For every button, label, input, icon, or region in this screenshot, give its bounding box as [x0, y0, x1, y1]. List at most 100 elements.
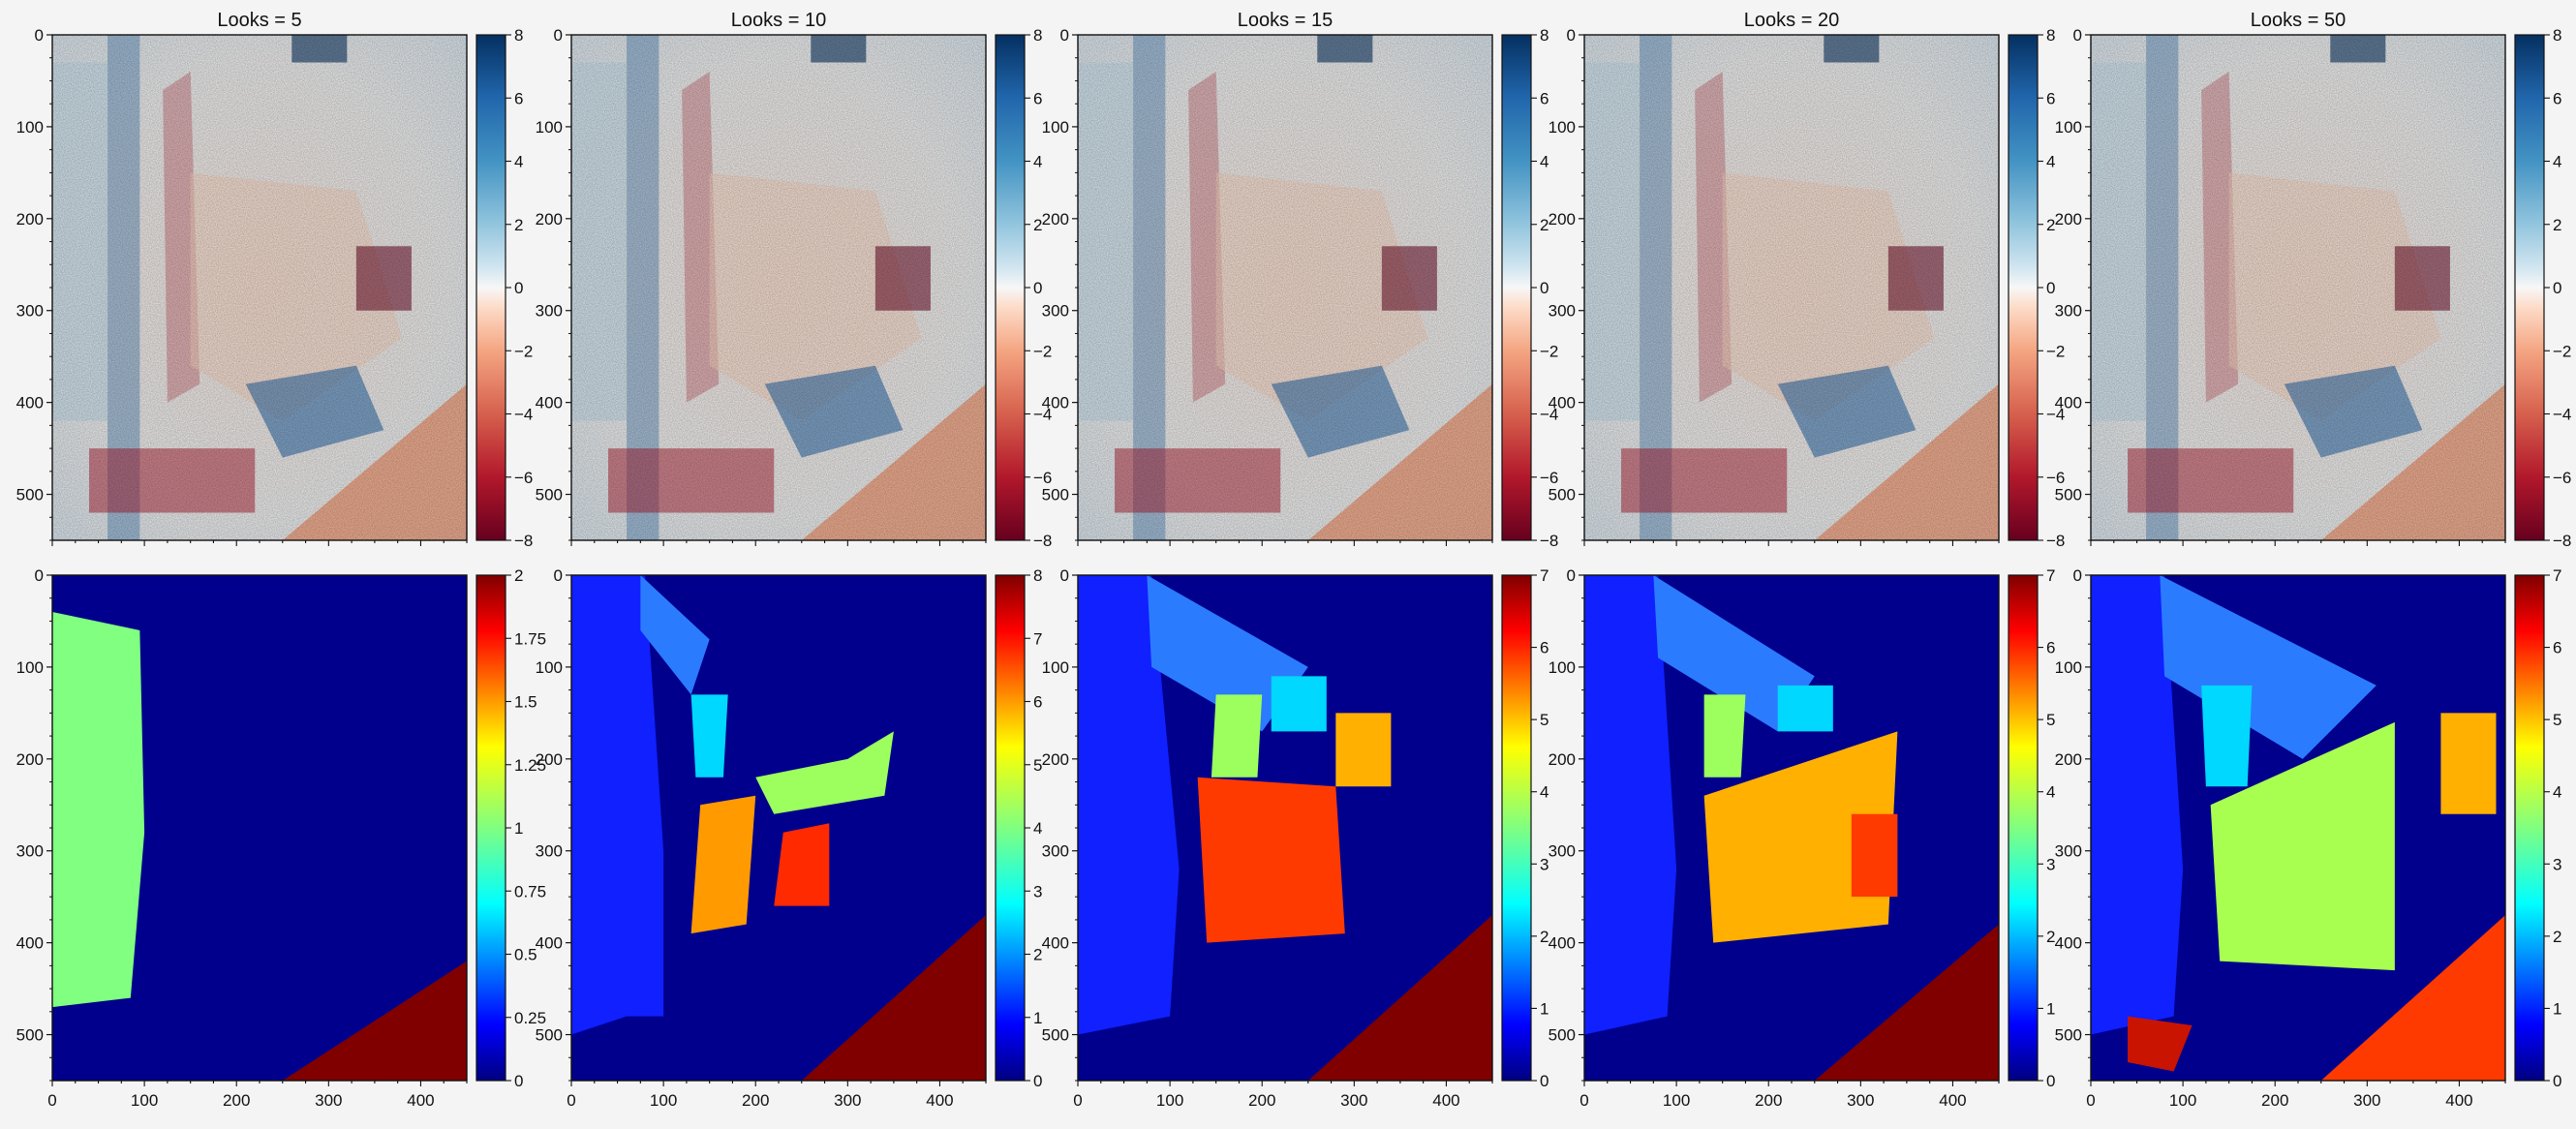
colorbar-tick-label: 2 — [1540, 216, 1549, 234]
image-region — [755, 731, 894, 814]
colorbar-tick-label: −4 — [1540, 406, 1558, 424]
image-region — [801, 915, 986, 1081]
colorbar: 8 6 4 2 0 −2 −4 −6 −8 — [2008, 26, 2065, 550]
x-tick-label: 0 — [1073, 1091, 1082, 1110]
y-tick-label: 300 — [2055, 842, 2082, 861]
colorbar-tick-label: 5 — [2046, 711, 2055, 729]
y-tick-label: 200 — [1042, 750, 1069, 769]
colorbar-tick-label: 6 — [2553, 89, 2561, 107]
colorbar-tick-label: 0 — [1033, 1072, 1042, 1090]
image-region — [1653, 575, 1815, 732]
colorbar-tick-label: −8 — [514, 532, 533, 550]
image-region — [1078, 575, 1180, 1035]
panel-title: Looks = 5 — [217, 10, 301, 31]
colorbar-gradient — [2514, 574, 2545, 1082]
colorbar-gradient — [475, 34, 506, 541]
colorbar-tick-label: 2 — [2553, 216, 2561, 234]
image-region — [571, 575, 664, 1035]
x-tick-label: 400 — [1939, 1091, 1966, 1110]
image-region — [2201, 685, 2253, 787]
colorbar-tick-label: 0 — [514, 279, 523, 297]
colorbar-tick-label: −6 — [514, 469, 533, 487]
colorbar: 7 6 5 4 3 2 1 0 — [2514, 566, 2561, 1090]
colorbar: 2 1.75 1.5 1.25 1 0.75 0.5 0.25 0 — [475, 566, 546, 1090]
colorbar-tick-label: 7 — [1540, 566, 1549, 585]
colorbar: 8 6 4 2 0 −2 −4 −6 −8 — [475, 26, 533, 550]
colorbar-tick-label: −6 — [2046, 469, 2065, 487]
colorbar-tick-label: 0 — [514, 1072, 523, 1090]
y-tick-label: 0 — [35, 26, 44, 45]
x-tick-label: 100 — [131, 1091, 158, 1110]
image-region — [1777, 685, 1833, 732]
colorbar-tick-label: 4 — [1540, 153, 1549, 171]
y-tick-label: 0 — [2073, 26, 2082, 45]
image-region — [1335, 713, 1392, 787]
colorbar-tick-label: −4 — [2046, 406, 2065, 424]
panel-9: 0 100 200 300 400 500 0 100 200 300 400 7 6 5 4 3 2 1 0 — [1549, 566, 2056, 1110]
image-region — [2210, 721, 2395, 971]
x-tick-label: 0 — [1579, 1091, 1588, 1110]
panel-6: 0 100 200 300 400 500 0 100 200 300 400 2 1.75 1.5 1.2… — [16, 566, 546, 1110]
y-tick-label: 200 — [1042, 210, 1069, 229]
x-tick-label: 300 — [315, 1091, 342, 1110]
colorbar-tick-label: 0 — [1033, 279, 1042, 297]
y-tick-label: 100 — [16, 118, 44, 137]
x-tick-label: 300 — [1847, 1091, 1874, 1110]
panel-title: Looks = 50 — [2251, 10, 2346, 31]
y-tick-label: 300 — [16, 842, 44, 861]
x-tick-label: 300 — [834, 1091, 861, 1110]
image-region — [690, 694, 728, 778]
colorbar-tick-label: 0 — [1540, 1072, 1549, 1090]
image-region — [690, 795, 756, 934]
colorbar-tick-label: 6 — [1540, 639, 1549, 657]
colorbar-tick-label: −6 — [2553, 469, 2571, 487]
image-region — [774, 823, 830, 906]
colorbar-tick-label: 1.75 — [514, 629, 546, 648]
colorbar-tick-label: 2 — [514, 566, 523, 585]
image-texture — [52, 35, 467, 540]
image-region — [1307, 915, 1492, 1081]
image-region — [52, 611, 145, 1008]
colorbar-tick-label: 8 — [1033, 566, 1042, 585]
image-region — [640, 575, 710, 695]
panel-1: Looks = 5 0 100 200 300 400 500 8 6 4 2 0 −2 −4 −6 −8 — [16, 10, 534, 550]
y-tick-label: 400 — [16, 394, 44, 412]
colorbar-tick-label: 6 — [2046, 639, 2055, 657]
image-region — [2440, 713, 2497, 814]
colorbar-tick-label: 4 — [1540, 783, 1549, 802]
colorbar-gradient — [1501, 34, 1532, 541]
colorbar-tick-label: 3 — [2553, 855, 2561, 873]
colorbar-tick-label: 5 — [2553, 711, 2561, 729]
colorbar-gradient — [995, 34, 1026, 541]
colorbar-tick-label: 0 — [2046, 1072, 2055, 1090]
panel-7: 0 100 200 300 400 500 0 100 200 300 400 8 7 6 5 4 3 2 1 0 — [536, 566, 1043, 1110]
y-tick-label: 500 — [16, 486, 44, 504]
x-tick-label: 100 — [1663, 1091, 1690, 1110]
y-tick-label: 200 — [536, 750, 563, 769]
y-tick-label: 100 — [1042, 118, 1069, 137]
colorbar-tick-label: 1 — [1033, 1009, 1042, 1027]
colorbar-tick-label: −8 — [1540, 532, 1558, 550]
colorbar-tick-label: 0 — [1540, 279, 1549, 297]
y-tick-label: 0 — [1060, 26, 1069, 45]
y-tick-label: 400 — [2055, 934, 2082, 953]
colorbar-tick-label: 4 — [1033, 153, 1042, 171]
colorbar-tick-label: 8 — [2046, 26, 2055, 45]
y-tick-label: 0 — [2073, 566, 2082, 585]
colorbar-tick-label: 8 — [1033, 26, 1042, 45]
colorbar: 7 6 5 4 3 2 1 0 — [1501, 566, 1549, 1090]
colorbar: 8 6 4 2 0 −2 −4 −6 −8 — [1501, 26, 1558, 550]
image-texture — [1584, 35, 1999, 540]
colorbar-gradient — [2008, 574, 2039, 1082]
colorbar: 8 6 4 2 0 −2 −4 −6 −8 — [995, 26, 1052, 550]
image-region — [1703, 694, 1746, 778]
panel-5: Looks = 50 0 100 200 300 400 500 8 6 4 2 0 −2 −4 −6 −8 — [2055, 10, 2572, 550]
image-region — [1703, 731, 1898, 943]
colorbar-tick-label: 0.25 — [514, 1009, 546, 1027]
colorbar-tick-label: 2 — [1033, 216, 1042, 234]
colorbar-tick-label: 8 — [514, 26, 523, 45]
colorbar-tick-label: 4 — [2553, 153, 2561, 171]
x-tick-label: 400 — [407, 1091, 434, 1110]
panel-8: 0 100 200 300 400 500 0 100 200 300 400 7 6 5 4 3 2 1 0 — [1042, 566, 1549, 1110]
colorbar-tick-label: 4 — [2046, 783, 2055, 802]
